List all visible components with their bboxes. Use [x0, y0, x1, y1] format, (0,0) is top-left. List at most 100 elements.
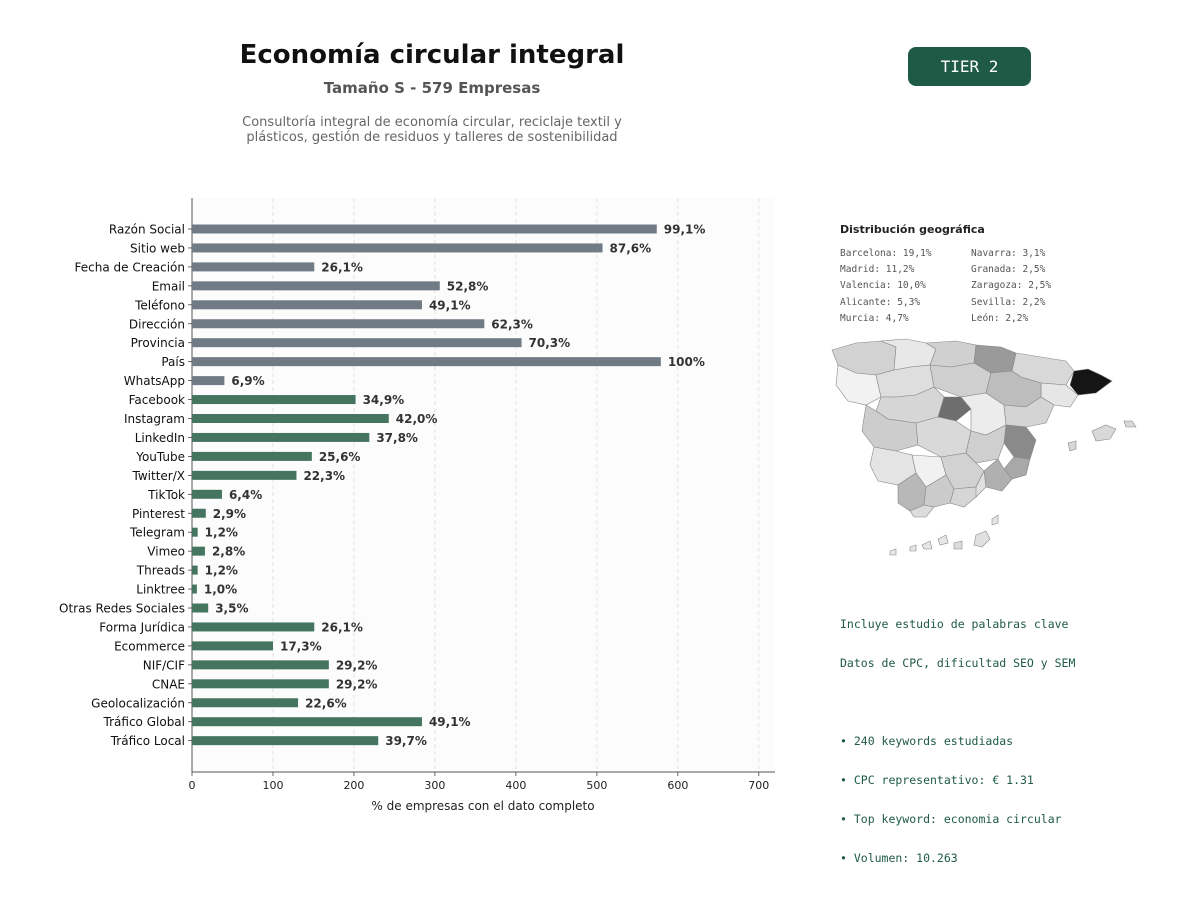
map-region-canarias	[973, 530, 991, 548]
geo-item: Barcelona: 19,1%	[840, 248, 932, 259]
bar	[192, 224, 657, 234]
data-label: 1,2%	[205, 526, 238, 540]
category-label: Razón Social	[109, 223, 185, 237]
bar	[192, 432, 370, 442]
bar	[192, 698, 299, 708]
category-label: LinkedIn	[135, 431, 185, 445]
bar	[192, 508, 206, 518]
data-label: 26,1%	[321, 260, 363, 274]
bar	[192, 262, 315, 272]
bar	[192, 414, 389, 423]
data-label: 22,3%	[303, 469, 345, 483]
data-label: 70,3%	[529, 336, 571, 350]
map-region-murcia	[983, 458, 1013, 492]
geo-title: Distribución geográfica	[840, 223, 985, 236]
bar	[192, 376, 225, 386]
bar	[192, 565, 198, 575]
x-tick-label: 100	[262, 779, 283, 792]
map-region-canarias	[889, 548, 897, 556]
category-label: Pinterest	[132, 507, 185, 521]
keyword-bullet: • Volumen: 10.263	[840, 851, 958, 865]
data-label: 1,2%	[205, 564, 238, 578]
keywords-line-1: Incluye estudio de palabras clave	[840, 617, 1069, 631]
category-label: Facebook	[129, 393, 185, 407]
x-tick-label: 300	[424, 779, 445, 792]
category-label: WhatsApp	[124, 374, 185, 388]
bar	[192, 451, 312, 461]
geo-item: Valencia: 10,0%	[840, 280, 926, 292]
geo-item: Alicante: 5,3%	[840, 296, 921, 308]
chart-title: Economía circular integral	[239, 40, 625, 70]
x-tick-label: 400	[505, 779, 526, 792]
map-region-barcelona	[1069, 368, 1113, 396]
x-tick-label: 200	[343, 779, 364, 792]
data-label: 2,8%	[212, 545, 245, 559]
tier-badge: TIER 2	[908, 47, 1031, 86]
map-region-baleares	[1091, 424, 1117, 442]
category-label: Ecommerce	[114, 639, 185, 653]
data-label: 29,2%	[336, 658, 378, 672]
geo-item: León: 2,2%	[971, 312, 1029, 324]
keyword-bullet: • 240 keywords estudiadas	[840, 734, 1014, 748]
data-label: 52,8%	[447, 279, 489, 293]
bar	[192, 660, 329, 670]
category-label: Telegram	[129, 526, 185, 540]
x-tick-label: 0	[189, 779, 196, 792]
geo-item: Granada: 2,5%	[971, 264, 1046, 276]
x-tick-label: 700	[748, 779, 769, 792]
data-label: 49,1%	[429, 298, 471, 312]
chart-subtitle: Tamaño S - 579 Empresas	[323, 79, 541, 97]
map-region	[915, 416, 972, 458]
map-region-valencia	[1003, 424, 1037, 460]
map-region-canarias	[953, 540, 963, 550]
category-label: Linktree	[136, 583, 185, 597]
description-line-1: Consultoría integral de economía circula…	[242, 115, 622, 130]
category-label: NIF/CIF	[143, 658, 185, 672]
bar	[192, 622, 315, 632]
map-region-baleares	[1123, 420, 1137, 428]
keyword-bullet: • CPC representativo: € 1.31	[840, 773, 1034, 787]
map-region	[909, 504, 935, 518]
bar	[192, 546, 205, 556]
data-label: 99,1%	[664, 223, 706, 237]
category-label: Threads	[136, 564, 185, 578]
bar	[192, 470, 297, 480]
category-label: Otras Redes Sociales	[59, 602, 185, 616]
category-label: Dirección	[129, 317, 185, 331]
keyword-bullet: • Top keyword: economia circular	[840, 812, 1062, 826]
category-label: Vimeo	[147, 545, 185, 559]
x-tick-label: 600	[667, 779, 688, 792]
data-label: 42,0%	[396, 412, 438, 426]
data-label: 39,7%	[385, 734, 427, 748]
bar	[192, 584, 197, 594]
map-region-canarias	[991, 514, 999, 526]
bar	[192, 641, 273, 651]
category-label: Email	[152, 279, 185, 293]
chart-description: Consultoría integral de economía circula…	[232, 115, 632, 145]
map-region-canarias	[937, 534, 949, 546]
data-label: 100%	[668, 355, 705, 369]
geo-list-col1: Barcelona: 19,1% Madrid: 11,2% Valencia:…	[840, 246, 932, 327]
x-axis-label: % de empresas con el dato completo	[371, 799, 594, 813]
geo-item: Zaragoza: 2,5%	[971, 280, 1052, 292]
map-region	[835, 364, 882, 406]
category-label: Fecha de Creación	[75, 260, 185, 274]
bar	[192, 338, 522, 348]
category-label: Teléfono	[134, 298, 185, 312]
data-label: 34,9%	[363, 393, 405, 407]
map-region-baleares	[1067, 440, 1077, 452]
data-label: 49,1%	[429, 715, 471, 729]
map-region-canarias	[909, 544, 917, 552]
data-label: 22,6%	[305, 696, 347, 710]
geo-item: Sevilla: 2,2%	[971, 296, 1046, 308]
map-region	[949, 486, 977, 508]
geo-item: Murcia: 4,7%	[840, 312, 909, 324]
data-label: 62,3%	[491, 317, 533, 331]
data-label: 1,0%	[204, 583, 237, 597]
bar	[192, 527, 198, 537]
data-label: 26,1%	[321, 620, 363, 634]
geo-item: Madrid: 11,2%	[840, 264, 915, 276]
category-label: País	[161, 355, 185, 369]
data-label: 3,5%	[215, 602, 248, 616]
category-label: Forma Jurídica	[99, 620, 185, 634]
